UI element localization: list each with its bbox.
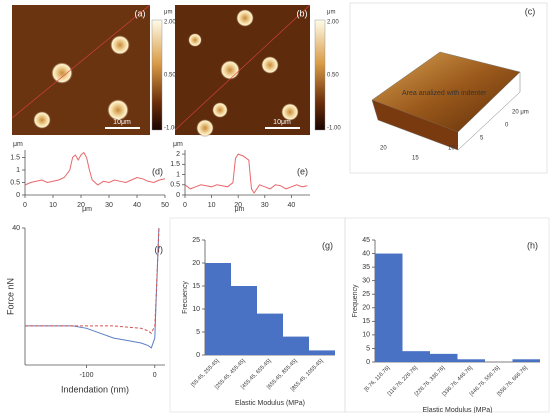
axis-tick: 15	[412, 156, 419, 162]
y-tick-label: 5	[196, 329, 200, 336]
bar	[402, 351, 430, 362]
y-tick-label: 40	[362, 250, 370, 257]
panel-label: (e)	[297, 166, 308, 176]
y-tick-label: 2	[176, 151, 180, 158]
colorbar-tick: 2.00	[164, 20, 176, 26]
x-tick-label: 30	[261, 202, 269, 209]
colorbar-tick: 0.50	[327, 73, 339, 79]
line-series	[184, 153, 308, 194]
y-tick-label: 20	[192, 260, 200, 267]
y-tick-label: 5	[366, 345, 370, 352]
y-axis-label: Frecuency	[182, 281, 189, 314]
axis-tick: 20	[380, 146, 387, 152]
bar	[309, 350, 335, 355]
x-tick-label: 20	[234, 202, 242, 209]
bar	[231, 286, 257, 355]
y-tick-label: 0.5	[10, 179, 20, 186]
axis-tick: 10	[448, 146, 455, 152]
y-tick-label: 0.5	[170, 182, 180, 189]
x-tick-label: 40	[133, 202, 141, 209]
y-tick-label: 1.5	[170, 161, 180, 168]
y-axis-label: μm	[13, 141, 23, 148]
y-tick-label: 10	[192, 306, 200, 313]
x-tick-label: 10	[208, 202, 216, 209]
line-series	[25, 227, 160, 334]
afm-3d-c: (c) Area analized with indenter 20 15 10…	[349, 2, 548, 174]
y-tick-label: 20	[362, 305, 370, 312]
panel-label: (a)	[135, 8, 146, 18]
bar	[512, 359, 540, 362]
x-axis-label: Elastic Modulus (MPa)	[422, 407, 492, 413]
bar	[457, 359, 485, 362]
x-tick-label: 20	[77, 202, 85, 209]
x-tick-label: 0	[23, 202, 27, 209]
x-tick-label: [556.76, 666.76]	[496, 365, 529, 398]
x-tick-label: 0	[153, 372, 157, 379]
colorbar-tick: 0.50	[164, 73, 176, 79]
panel-frame	[344, 217, 550, 413]
panel-label: (d)	[152, 166, 163, 176]
panel-label: (b)	[297, 8, 308, 18]
x-tick-label: 0	[183, 202, 187, 209]
y-tick-label: 0	[196, 352, 200, 359]
panel-label: (c)	[525, 6, 536, 16]
y-tick-label: 1	[16, 167, 20, 174]
axis-tick: 5	[480, 136, 484, 142]
colorbar-tick: -1.00	[164, 126, 178, 132]
y-tick-label: 0	[366, 359, 370, 366]
x-tick-label: 40	[287, 202, 295, 209]
y-tick-label: 10	[362, 332, 370, 339]
y-tick-label: 1.5	[10, 154, 20, 161]
axis-tick: 0	[505, 123, 509, 129]
line-series	[25, 227, 160, 349]
x-tick-label: 50	[161, 202, 169, 209]
panel-label: (f)	[155, 244, 164, 254]
panel-label: (g)	[322, 240, 333, 250]
x-axis-label: μm	[235, 206, 245, 213]
y-axis-label: Frequency	[352, 284, 359, 318]
y-tick-label: 30	[362, 278, 370, 285]
x-axis-label: μm	[82, 206, 92, 213]
x-tick-label: 10	[49, 202, 57, 209]
y-axis-label: μm	[173, 141, 183, 148]
y-tick-label: 40	[12, 225, 20, 232]
afm-image-a: 10μm (a) μm 2.00 0.50 -1.00	[11, 4, 178, 135]
bar	[283, 336, 309, 355]
y-tick-label: 0	[16, 192, 20, 199]
y-tick-label: 15	[362, 318, 370, 325]
y-tick-label: 45	[362, 237, 370, 244]
bar	[205, 263, 231, 355]
y-axis-label: Force nN	[5, 278, 15, 315]
axis-tick: 20 μm	[512, 110, 529, 116]
x-tick-label: -100	[79, 372, 93, 379]
annotation: Area analized with indenter	[402, 90, 487, 97]
x-axis-label: Elastic Modulus (MPa)	[235, 400, 305, 407]
y-tick-label: 1	[176, 171, 180, 178]
y-tick-label: 15	[192, 283, 200, 290]
x-tick-label: 30	[105, 202, 113, 209]
bar	[430, 353, 458, 362]
y-tick-label: 35	[362, 264, 370, 271]
afm-image-b: 10μm (b) μm 2.00 0.50 -1.00	[174, 4, 341, 137]
colorbar-unit: μm	[327, 10, 335, 16]
scale-bar: 10μm	[273, 119, 291, 126]
bar	[375, 253, 403, 362]
y-tick-label: 25	[362, 291, 370, 298]
x-tick-label: [6.76, 116.76]	[363, 365, 391, 393]
x-axis-label: Indendation (nm)	[61, 384, 129, 394]
colorbar-tick: 2.00	[327, 20, 339, 26]
colorbar-unit: μm	[164, 10, 172, 16]
colorbar-tick: -1.00	[327, 126, 341, 132]
y-tick-label: 0	[176, 192, 180, 199]
scale-bar: 10μm	[113, 119, 131, 126]
y-tick-label: 25	[192, 237, 200, 244]
bar	[257, 313, 283, 355]
line-series	[24, 151, 166, 186]
panel-label: (h)	[527, 240, 538, 250]
